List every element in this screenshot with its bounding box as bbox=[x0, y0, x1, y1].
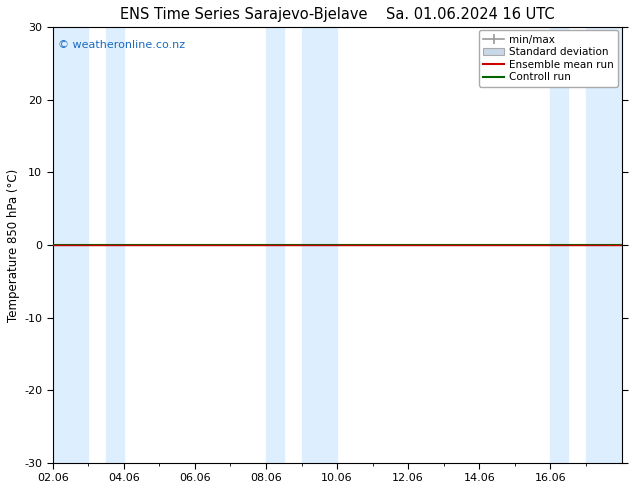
Title: ENS Time Series Sarajevo-Bjelave    Sa. 01.06.2024 16 UTC: ENS Time Series Sarajevo-Bjelave Sa. 01.… bbox=[120, 7, 554, 22]
Bar bbox=[106, 27, 124, 463]
Bar bbox=[550, 27, 568, 463]
Text: © weatheronline.co.nz: © weatheronline.co.nz bbox=[58, 40, 186, 50]
Legend: min/max, Standard deviation, Ensemble mean run, Controll run: min/max, Standard deviation, Ensemble me… bbox=[479, 30, 618, 87]
Bar bbox=[53, 27, 88, 463]
Bar bbox=[586, 27, 621, 463]
Y-axis label: Temperature 850 hPa (°C): Temperature 850 hPa (°C) bbox=[7, 169, 20, 321]
Bar bbox=[302, 27, 337, 463]
Bar bbox=[266, 27, 284, 463]
